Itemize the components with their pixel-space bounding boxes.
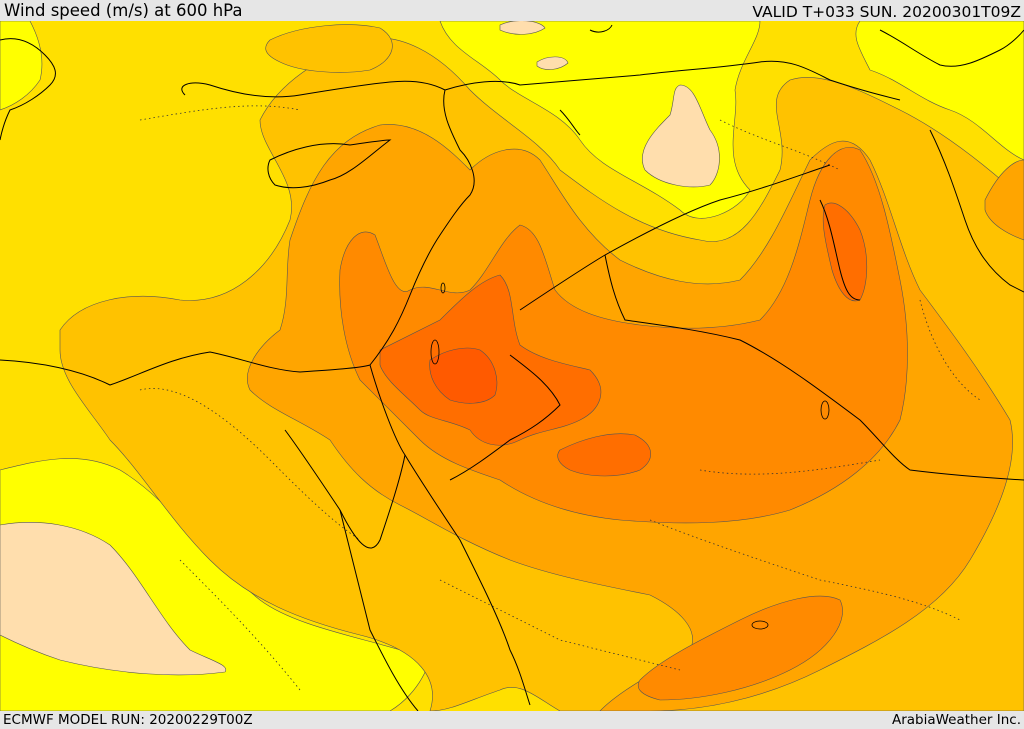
calm-west [0,522,227,676]
inland-water [430,282,830,630]
band-4-south [637,595,843,701]
band-low-nw [0,21,43,111]
valid-time: VALID T+033 SUN. 20200301T09Z [752,3,1021,21]
dotted-contours [139,105,981,691]
calm-north [642,84,720,188]
band-5-east [557,433,651,477]
map-title: Wind speed (m/s) at 600 hPa [4,1,243,20]
band-6-core [429,347,498,404]
calm-north-small-2 [536,56,569,70]
band-3-east [984,159,1024,241]
coastlines [0,24,1024,711]
calm-north-small [499,21,546,35]
credit: ArabiaWeather Inc. [891,712,1021,728]
wind-speed-map[interactable] [0,21,1024,711]
footer-bar: ECMWF MODEL RUN: 20200229T00Z ArabiaWeat… [0,711,1024,729]
band-2-upper [265,24,393,73]
band-low-ne [855,21,1024,161]
header-bar: Wind speed (m/s) at 600 hPa VALID T+033 … [0,0,1024,21]
model-run: ECMWF MODEL RUN: 20200229T00Z [3,712,253,728]
